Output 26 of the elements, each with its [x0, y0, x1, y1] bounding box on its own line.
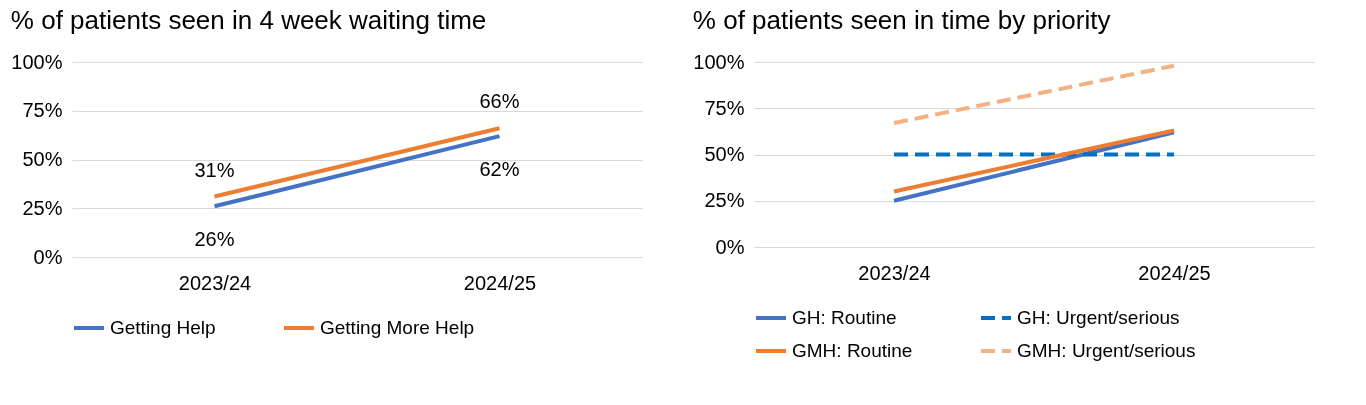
y-tick-label: 25% [704, 189, 745, 212]
chart-title: % of patients seen in time by priority [692, 5, 1111, 35]
x-tick-label: 2024/25 [1138, 261, 1211, 284]
data-label: 26% [194, 228, 235, 251]
y-tick-label: 100% [693, 50, 745, 73]
legend-label: Getting Help [110, 317, 216, 338]
legend-label: Getting More Help [320, 317, 475, 338]
legend-label: GH: Urgent/serious [1017, 307, 1180, 328]
y-tick-label: 50% [704, 143, 745, 165]
y-tick-label: 0% [33, 245, 63, 268]
y-tick-label: 75% [22, 99, 63, 122]
data-label: 66% [479, 90, 520, 113]
data-label: 62% [479, 158, 520, 181]
legend-label: GMH: Routine [792, 340, 913, 361]
legend-label: GH: Routine [792, 307, 897, 328]
chart-title: % of patients seen in 4 week waiting time [10, 5, 487, 35]
legend-label: GMH: Urgent/serious [1017, 340, 1196, 361]
y-tick-label: 50% [22, 148, 63, 170]
y-tick-label: 75% [704, 96, 745, 119]
y-tick-label: 0% [715, 235, 745, 258]
x-tick-label: 2023/24 [178, 271, 252, 294]
x-tick-label: 2023/24 [858, 261, 931, 284]
data-label: 31% [194, 158, 235, 181]
y-tick-label: 25% [22, 196, 63, 219]
y-tick-label: 100% [11, 50, 63, 73]
x-tick-label: 2024/25 [463, 271, 537, 294]
